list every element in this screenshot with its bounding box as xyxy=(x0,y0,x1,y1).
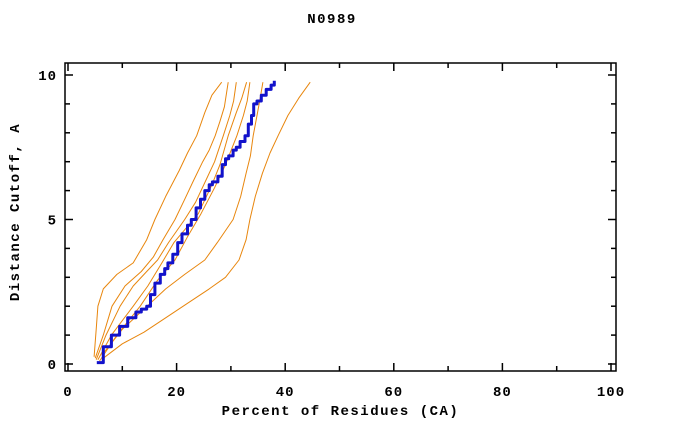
x-tick-label: 0 xyxy=(63,385,72,401)
series-orange-model-5 xyxy=(99,82,251,362)
x-axis-label: Percent of Residues (CA) xyxy=(221,404,460,420)
series-orange-model-3 xyxy=(95,82,237,360)
chart-title: N0989 xyxy=(307,12,357,28)
plot-frame xyxy=(64,62,617,372)
x-tick-label: 80 xyxy=(493,385,512,401)
y-tick-label: 0 xyxy=(48,358,57,374)
x-tick-label: 40 xyxy=(276,385,295,401)
series-orange-model-2 xyxy=(94,82,229,359)
y-tick-label: 5 xyxy=(48,214,57,230)
series-orange-model-7 xyxy=(102,81,311,359)
series-orange-model-1 xyxy=(93,81,223,357)
x-tick-label: 20 xyxy=(167,385,186,401)
series-orange-model-6 xyxy=(101,82,264,356)
y-tick-label: 10 xyxy=(38,69,57,85)
series-orange-model-4 xyxy=(97,82,248,360)
x-tick-label: 100 xyxy=(597,385,625,401)
series-blue-main xyxy=(96,80,276,365)
x-tick-label: 60 xyxy=(384,385,403,401)
